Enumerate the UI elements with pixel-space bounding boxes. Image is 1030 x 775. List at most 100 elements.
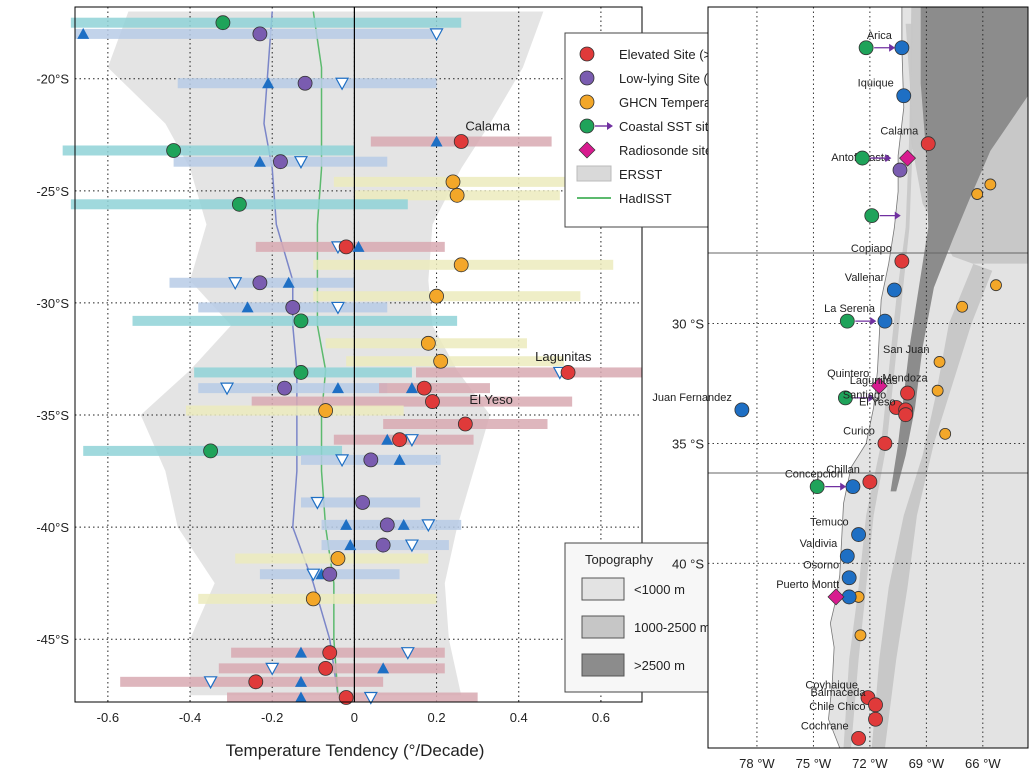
map-site xyxy=(858,40,874,56)
legend-label: Radiosonde site xyxy=(619,143,712,158)
triangle-up-marker xyxy=(253,155,266,167)
trend-range-bar xyxy=(251,396,573,407)
trend-range-bar xyxy=(346,356,564,367)
map-site xyxy=(877,436,893,451)
site-point xyxy=(252,275,268,291)
site-point xyxy=(252,26,268,42)
site-point xyxy=(293,313,309,329)
legend-swatch-radiosonde xyxy=(578,141,596,159)
site-point xyxy=(297,75,313,91)
triangle-up-marker xyxy=(241,301,254,313)
trend-range-bar xyxy=(62,145,355,156)
x-tick-label: -0.4 xyxy=(179,710,201,725)
triangle-up-marker xyxy=(77,27,90,39)
triangle-down-marker xyxy=(421,519,436,533)
triangle-up-marker xyxy=(352,240,365,252)
site-point xyxy=(560,365,576,380)
triangle-up-marker xyxy=(282,276,295,288)
map-site-arrowhead xyxy=(894,211,901,220)
triangle-up-marker xyxy=(393,453,406,465)
site-point xyxy=(425,394,440,409)
map-site-arrowhead xyxy=(885,154,892,163)
site-point xyxy=(277,380,292,396)
site-point xyxy=(338,690,354,705)
map-x-tick-label: 78 °W xyxy=(739,756,775,771)
topography-swatch xyxy=(581,577,625,601)
triangle-down-marker xyxy=(265,662,280,676)
triangle-up-marker xyxy=(294,646,307,658)
triangle-down-marker xyxy=(228,277,243,291)
map-site xyxy=(839,548,855,564)
site-point xyxy=(330,551,346,566)
y-tick-label: -20°S xyxy=(36,72,69,87)
map-site-label: Curico xyxy=(843,425,875,437)
map-site xyxy=(956,300,969,313)
legend-swatch-elevated xyxy=(579,46,595,62)
x-axis-label: Temperature Tendency (°/Decade) xyxy=(226,741,485,760)
site-point xyxy=(248,674,264,690)
site-point xyxy=(273,154,288,170)
site-point xyxy=(453,134,469,149)
map-site xyxy=(877,313,893,329)
site-point xyxy=(215,15,231,31)
triangle-down-marker xyxy=(429,28,444,42)
triangle-down-marker xyxy=(220,382,235,396)
site-point xyxy=(416,380,432,396)
triangle-up-marker xyxy=(340,518,353,530)
trend-range-bar xyxy=(416,367,642,378)
map-x-tick-label: 75 °W xyxy=(796,756,832,771)
map-site xyxy=(886,282,902,298)
x-tick-label: -0.2 xyxy=(261,710,283,725)
map-site xyxy=(896,88,912,104)
map-site xyxy=(845,479,861,495)
legend-arrowhead xyxy=(607,122,613,130)
topography-label: <1000 m xyxy=(634,582,685,597)
triangle-down-marker xyxy=(335,454,350,468)
map-site-label: Valdivia xyxy=(800,538,839,550)
x-tick-label: 0 xyxy=(351,710,358,725)
triangle-down-marker xyxy=(310,496,325,510)
topography-legend-title: Topography xyxy=(585,552,653,567)
site-point xyxy=(318,660,334,676)
map-site-label: Santiago xyxy=(843,389,886,401)
map-site xyxy=(809,479,825,495)
site-point xyxy=(318,403,334,418)
map-site xyxy=(894,253,910,269)
trend-range-bar xyxy=(231,647,445,658)
map-x-tick-label: 72 °W xyxy=(852,756,888,771)
site-point xyxy=(322,566,338,582)
map-radiosonde-site xyxy=(827,588,845,606)
site-point xyxy=(445,174,461,190)
map-site-label: Osorno xyxy=(803,560,839,572)
map-site-arrowhead xyxy=(870,317,877,326)
site-annotation: Lagunitas xyxy=(535,349,592,364)
x-tick-label: -0.6 xyxy=(97,710,119,725)
topography-label: >2500 m xyxy=(634,658,685,673)
triangle-down-marker xyxy=(363,691,378,705)
map-site xyxy=(862,474,878,490)
triangle-up-marker xyxy=(331,382,344,394)
site-point xyxy=(420,335,436,351)
site-annotation: Calama xyxy=(465,118,511,133)
map-site-label: San Juan xyxy=(883,344,929,356)
map-site xyxy=(851,731,866,746)
site-point xyxy=(433,353,449,369)
right-panel: 78 °W 75 °W 72 °W 69 °W 66 °W 30 °S 35 °S 40 °S… xyxy=(652,6,1029,771)
map-site-arrowhead xyxy=(889,43,896,52)
map-site xyxy=(838,390,853,406)
map-site-label: Temuco xyxy=(810,517,849,529)
topography-label: 1000-2500 m xyxy=(634,620,711,635)
map-site xyxy=(734,402,750,418)
map-site-label: Calama xyxy=(880,126,919,138)
triangle-up-marker xyxy=(430,135,443,147)
site-annotation: El Yeso xyxy=(469,392,512,407)
site-point xyxy=(285,300,301,315)
triangle-down-marker xyxy=(293,156,308,169)
y-tick-label: -45°S xyxy=(36,632,69,647)
legend-swatch-ghcn xyxy=(579,94,595,110)
map-site-label: Puerto Montt xyxy=(776,579,839,591)
triangle-down-marker xyxy=(335,77,350,91)
map-site xyxy=(864,208,880,224)
topography-high-zone xyxy=(890,7,1028,492)
map-radiosonde-site xyxy=(870,377,888,395)
